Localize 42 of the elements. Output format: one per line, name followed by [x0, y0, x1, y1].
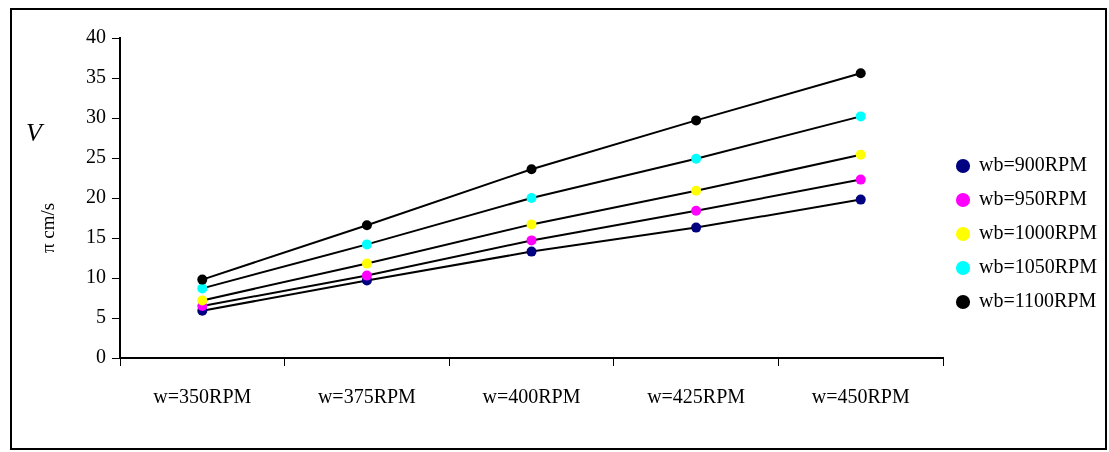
x-tick-label: w=450RPM: [811, 385, 910, 408]
point: [691, 205, 702, 216]
y-tick-label: 10: [86, 265, 106, 288]
x-tick-label: w=400RPM: [482, 385, 581, 408]
point: [361, 220, 372, 231]
point: [361, 239, 372, 250]
y-tick-label: 20: [86, 185, 106, 208]
point: [526, 246, 537, 257]
point: [197, 295, 208, 306]
legend-label: wb=1000RPM: [979, 221, 1098, 244]
point: [197, 283, 208, 294]
point: [526, 235, 537, 246]
point: [691, 185, 702, 196]
point: [691, 115, 702, 126]
point: [691, 153, 702, 164]
point: [855, 111, 866, 122]
legend-label: wb=1050RPM: [979, 255, 1098, 278]
y-tick-label: 15: [86, 225, 106, 248]
point: [361, 270, 372, 281]
point: [855, 149, 866, 160]
y-tick-label: 35: [86, 65, 106, 88]
point: [691, 222, 702, 233]
point: [526, 193, 537, 203]
legend-label: wb=1100RPM: [979, 289, 1097, 312]
point: [855, 174, 866, 185]
point: [526, 164, 537, 175]
point: [855, 194, 866, 205]
x-tick-label: w=350RPM: [153, 385, 252, 408]
x-tick-label: w=375RPM: [317, 385, 417, 408]
y-tick-label: 0: [96, 345, 106, 368]
point: [361, 258, 372, 269]
point: [526, 219, 537, 230]
y-tick-label: 40: [86, 25, 106, 48]
y-tick-label: 30: [86, 105, 106, 128]
y-tick-label: 25: [86, 145, 106, 168]
legend-label: wb=900RPM: [979, 153, 1088, 176]
x-tick-label: w=425RPM: [647, 385, 746, 408]
text: V π cm/s: [26, 118, 58, 254]
legend-label: wb=950RPM: [979, 187, 1088, 210]
point: [197, 274, 208, 285]
y-tick-label: 5: [96, 305, 106, 328]
point: [855, 68, 866, 79]
